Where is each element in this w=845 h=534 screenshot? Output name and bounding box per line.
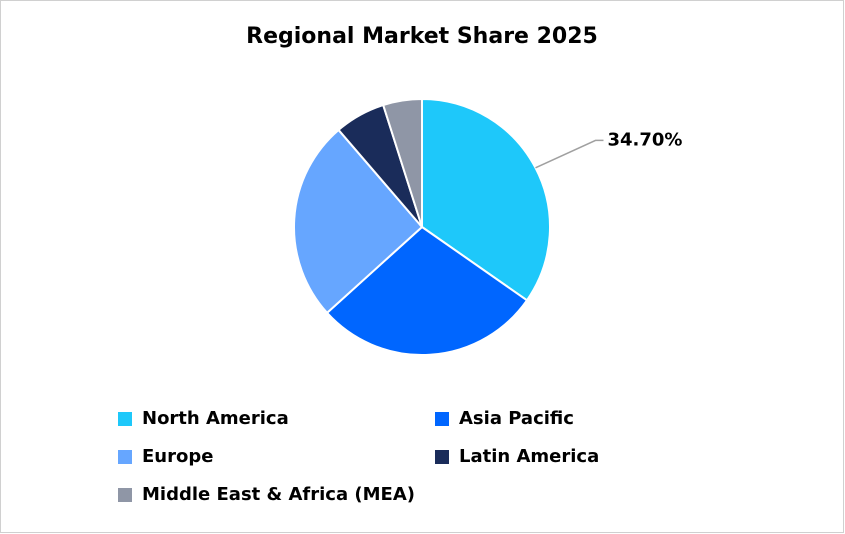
legend-label: Asia Pacific bbox=[459, 408, 574, 429]
chart-title: Regional Market Share 2025 bbox=[246, 24, 598, 49]
pie-slice bbox=[293, 128, 424, 315]
pie-slice bbox=[325, 225, 529, 356]
legend-swatch bbox=[118, 488, 132, 502]
legend-label: Latin America bbox=[459, 446, 599, 467]
legend-label: Europe bbox=[142, 446, 213, 467]
legend-swatch bbox=[118, 412, 132, 426]
legend-swatch bbox=[435, 412, 449, 426]
legend-label: Middle East & Africa (MEA) bbox=[142, 484, 415, 505]
legend-swatch bbox=[118, 450, 132, 464]
legend-label: North America bbox=[142, 408, 289, 429]
pie-slice bbox=[381, 97, 423, 228]
data-label: 34.70% bbox=[607, 129, 682, 150]
pie-slice bbox=[421, 97, 551, 302]
legend-swatch bbox=[435, 450, 449, 464]
leader-line bbox=[535, 139, 604, 169]
